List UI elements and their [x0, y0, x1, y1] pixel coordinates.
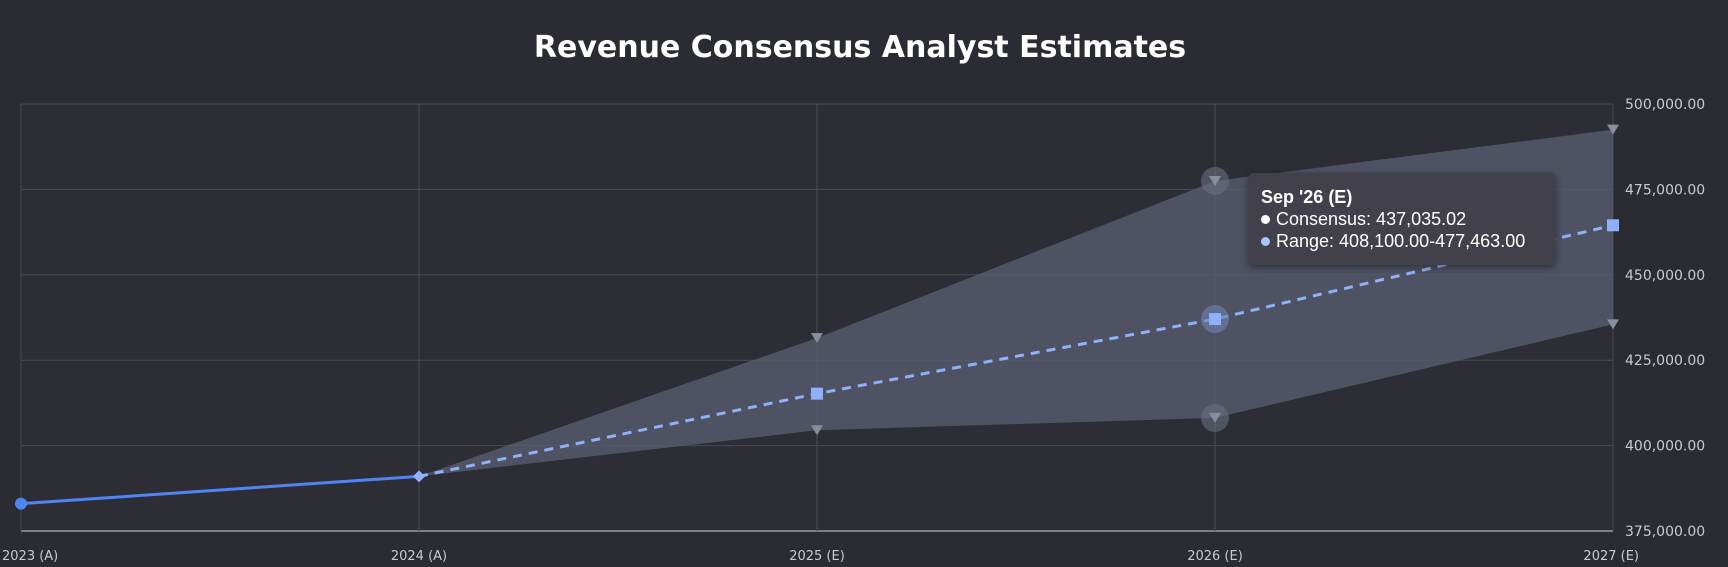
- range-low-marker: [1607, 319, 1619, 330]
- consensus-point: [811, 387, 823, 400]
- tooltip-consensus-value: Consensus: 437,035.02: [1276, 209, 1467, 229]
- actual-line: [20, 474, 420, 506]
- y-tick-label: 450,000.00: [1625, 268, 1705, 284]
- y-tick-label: 425,000.00: [1625, 353, 1705, 369]
- tooltip-range-value: Range: 408,100.00-477,463.00: [1276, 231, 1526, 251]
- x-tick-label: 2027 (E): [1583, 549, 1639, 564]
- actual-point: [413, 470, 425, 483]
- range-high-marker: [1209, 175, 1221, 186]
- range-low-marker: [1209, 412, 1221, 423]
- x-tick-label: 2023 (A): [2, 549, 58, 564]
- tooltip: Sep '26 (E) Consensus: 437,035.02 Range:…: [1249, 173, 1555, 265]
- y-tick-label: 375,000.00: [1625, 524, 1705, 540]
- x-tick-label: 2025 (E): [789, 549, 845, 564]
- range-low-marker: [811, 425, 823, 436]
- chart-title: Revenue Consensus Analyst Estimates: [533, 30, 1187, 65]
- tooltip-consensus-row: Consensus: 437,035.02: [1261, 208, 1543, 230]
- tooltip-range-row: Range: 408,100.00-477,463.00: [1261, 230, 1543, 252]
- range-high-marker: [811, 332, 823, 343]
- range-dot-icon: [1261, 237, 1270, 246]
- range-high-marker: [1607, 124, 1619, 135]
- y-tick-label: 500,000.00: [1625, 97, 1705, 113]
- consensus-point: [1209, 313, 1221, 326]
- x-tick-label: 2026 (E): [1187, 549, 1243, 564]
- consensus-point: [1607, 219, 1619, 232]
- consensus-dot-icon: [1261, 215, 1270, 224]
- x-tick-label: 2024 (A): [391, 549, 447, 564]
- actual-point: [15, 497, 27, 510]
- y-tick-label: 475,000.00: [1625, 182, 1705, 198]
- tooltip-title: Sep '26 (E): [1261, 187, 1353, 207]
- consensus-line: [418, 223, 1614, 478]
- y-tick-label: 400,000.00: [1625, 439, 1705, 455]
